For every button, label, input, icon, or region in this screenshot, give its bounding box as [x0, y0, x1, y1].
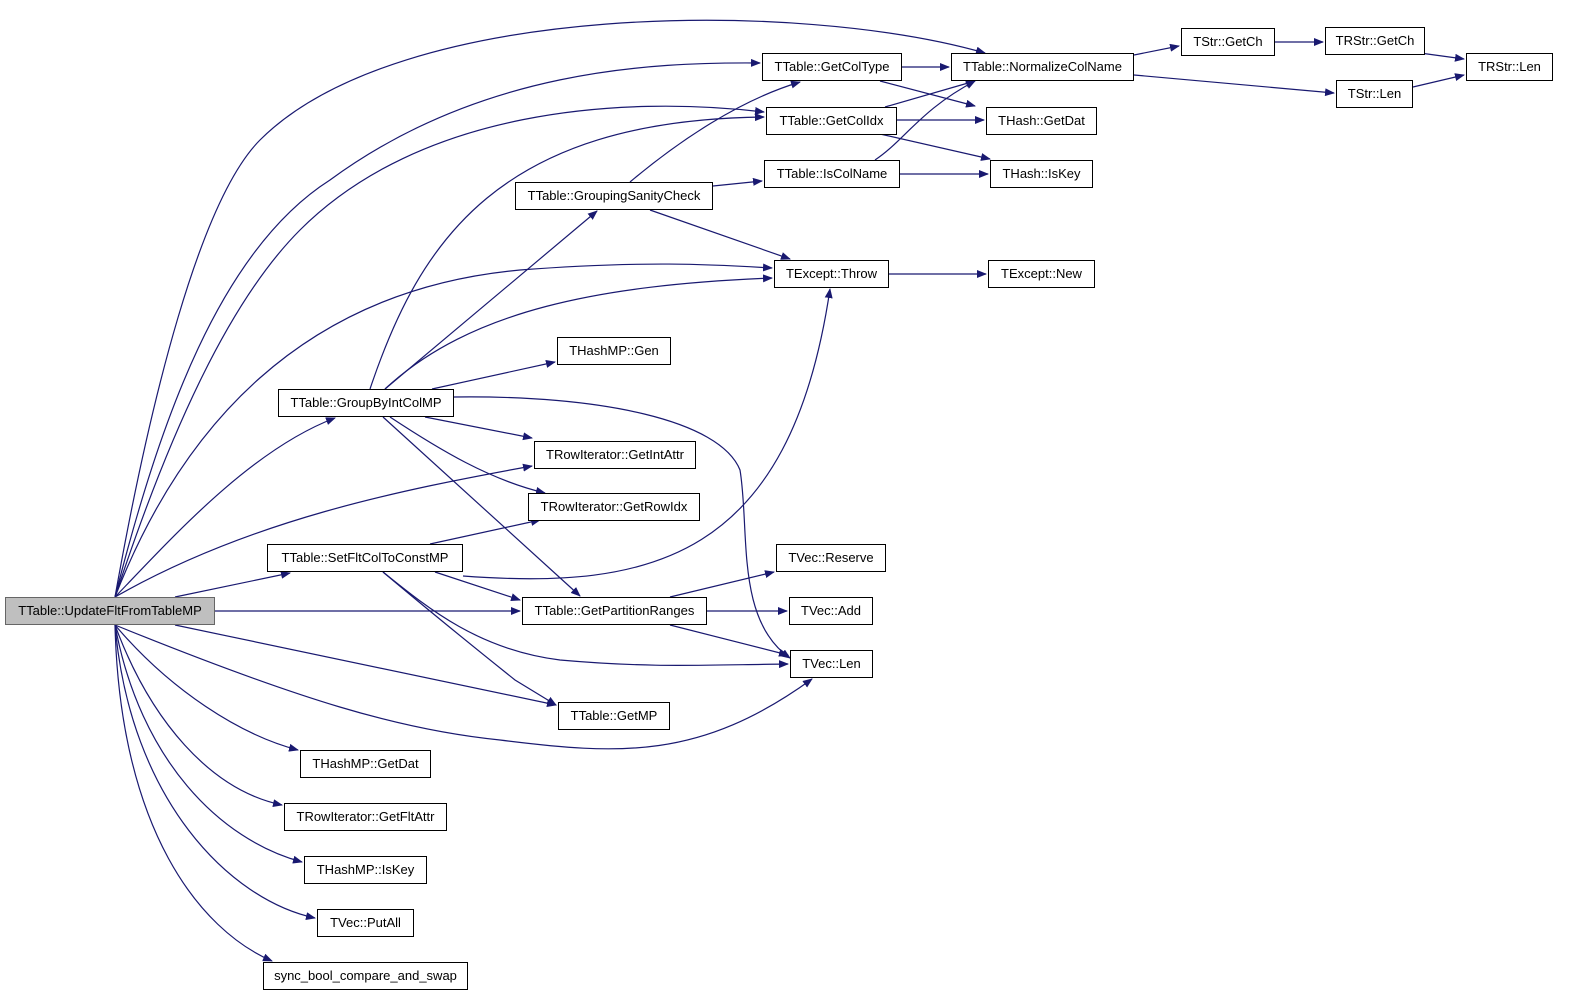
node-get-int-attr[interactable]: TRowIterator::GetIntAttr	[534, 441, 696, 469]
node-grouping-sanity-check[interactable]: TTable::GroupingSanityCheck	[515, 182, 713, 210]
edge-get_col_idx-to-normalize_col_name	[884, 79, 976, 108]
edge-set_flt_col_to_const_mp-to-tvec_len	[382, 571, 789, 669]
edge-root-to-get_int_attr	[114, 463, 533, 598]
edge-root-to-sync_cas	[114, 624, 273, 962]
edge-root-to-normalize_col_name	[114, 19, 986, 598]
node-thash-getdat[interactable]: THash::GetDat	[986, 107, 1097, 135]
edge-group_by_int_col_mp-to-get_int_attr	[424, 416, 533, 441]
edge-grouping_sanity_check-to-get_col_type	[629, 80, 801, 183]
edge-trstr_getch-to-trstr_len	[1419, 52, 1465, 62]
node-tvec-putall[interactable]: TVec::PutAll	[317, 909, 414, 937]
node-get-flt-attr[interactable]: TRowIterator::GetFltAttr	[284, 803, 447, 831]
node-sync-bool-compare-and-swap[interactable]: sync_bool_compare_and_swap	[263, 962, 468, 990]
edge-root-to-get_mp	[174, 624, 557, 708]
edge-group_by_int_col_mp-to-grouping_sanity_check	[384, 210, 598, 390]
node-get-mp[interactable]: TTable::GetMP	[558, 702, 670, 730]
edge-normalize_col_name-to-tstr_getch	[1133, 43, 1180, 56]
edge-group_by_int_col_mp-to-texcept_throw	[384, 274, 773, 390]
node-texcept-new[interactable]: TExcept::New	[988, 260, 1095, 288]
node-trstr-getch[interactable]: TRStr::GetCh	[1325, 27, 1425, 55]
edge-set_flt_col_to_const_mp-to-get_mp	[382, 571, 557, 706]
node-get-row-idx[interactable]: TRowIterator::GetRowIdx	[528, 493, 700, 521]
edge-grouping_sanity_check-to-texcept_throw	[649, 209, 791, 260]
edge-root-to-tvec_len	[114, 624, 813, 750]
edge-root-to-thashmp_iskey	[114, 624, 303, 864]
edge-get_partition_ranges-to-tvec_len	[669, 624, 789, 657]
node-trstr-len[interactable]: TRStr::Len	[1466, 53, 1553, 81]
edge-grouping_sanity_check-to-is_col_name	[712, 177, 763, 187]
edge-get_partition_ranges-to-tvec_reserve	[669, 570, 775, 598]
edge-get_col_idx-to-thash_iskey	[879, 133, 991, 161]
node-thashmp-gen[interactable]: THashMP::Gen	[557, 337, 671, 365]
node-texcept-throw[interactable]: TExcept::Throw	[774, 260, 889, 288]
edge-group_by_int_col_mp-to-get_row_idx	[389, 416, 546, 495]
node-tvec-len[interactable]: TVec::Len	[790, 650, 873, 678]
node-get-partition-ranges[interactable]: TTable::GetPartitionRanges	[522, 597, 707, 625]
edge-group_by_int_col_mp-to-tvec_len	[453, 396, 791, 659]
edge-root-to-get_col_idx	[114, 105, 765, 598]
edge-normalize_col_name-to-tstr_len	[1133, 74, 1335, 97]
node-thashmp-getdat[interactable]: THashMP::GetDat	[300, 750, 431, 778]
node-tstr-len[interactable]: TStr::Len	[1336, 80, 1413, 108]
node-update-flt-from-table-mp[interactable]: TTable::UpdateFltFromTableMP	[5, 597, 215, 625]
edge-is_col_name-to-normalize_col_name	[874, 80, 976, 161]
node-normalize-col-name[interactable]: TTable::NormalizeColName	[951, 53, 1134, 81]
node-group-by-int-col-mp[interactable]: TTable::GroupByIntColMP	[278, 389, 454, 417]
node-thash-iskey[interactable]: THash::IsKey	[990, 160, 1093, 188]
edge-group_by_int_col_mp-to-get_col_idx	[369, 113, 765, 390]
edge-set_flt_col_to_const_mp-to-get_row_idx	[429, 518, 541, 545]
edge-tstr_len-to-trstr_len	[1412, 73, 1465, 88]
edge-root-to-tvec_putall	[114, 624, 316, 921]
edge-set_flt_col_to_const_mp-to-texcept_throw	[462, 288, 833, 580]
edge-root-to-get_flt_attr	[114, 624, 283, 808]
node-get-col-type[interactable]: TTable::GetColType	[762, 53, 902, 81]
node-thashmp-iskey[interactable]: THashMP::IsKey	[304, 856, 427, 884]
edge-root-to-texcept_throw	[114, 263, 773, 598]
edge-root-to-get_col_type	[114, 58, 761, 598]
edge-root-to-set_flt_col_to_const_mp	[174, 570, 291, 598]
node-set-flt-col-to-const-mp[interactable]: TTable::SetFltColToConstMP	[267, 544, 463, 572]
edge-group_by_int_col_mp-to-thashmp_gen	[431, 360, 556, 390]
edge-get_col_type-to-thash_getdat	[879, 80, 976, 108]
edge-set_flt_col_to_const_mp-to-get_partition_ranges	[434, 571, 521, 601]
edge-root-to-thashmp_getdat	[114, 624, 299, 752]
node-get-col-idx[interactable]: TTable::GetColIdx	[766, 107, 897, 135]
edge-root-to-group_by_int_col_mp	[114, 417, 336, 598]
node-tvec-add[interactable]: TVec::Add	[789, 597, 873, 625]
node-tvec-reserve[interactable]: TVec::Reserve	[776, 544, 886, 572]
node-is-col-name[interactable]: TTable::IsColName	[764, 160, 900, 188]
edge-group_by_int_col_mp-to-get_partition_ranges	[382, 416, 581, 597]
node-tstr-getch[interactable]: TStr::GetCh	[1181, 28, 1275, 56]
